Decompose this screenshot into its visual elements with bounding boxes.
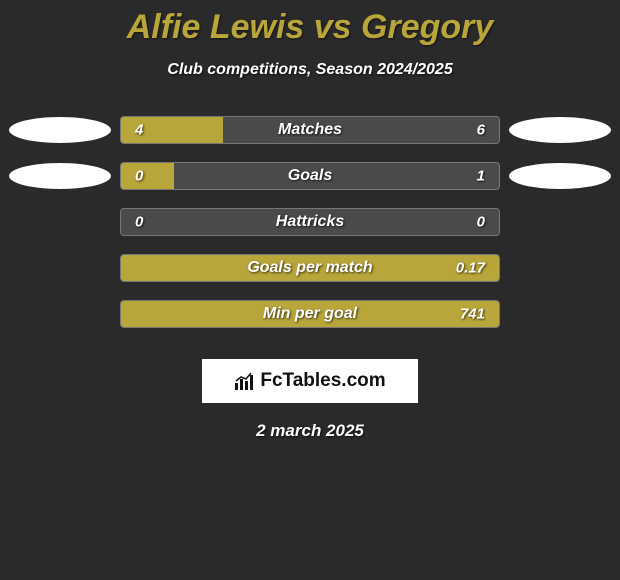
logo-box: FcTables.com bbox=[202, 359, 418, 403]
player-left-placeholder bbox=[0, 117, 120, 143]
stat-value-left: 0 bbox=[135, 168, 143, 185]
stat-row: 0 Goals 1 bbox=[0, 153, 620, 199]
stat-bar: Goals per match 0.17 bbox=[120, 254, 500, 282]
stat-row: Goals per match 0.17 bbox=[0, 245, 620, 291]
team-logo-placeholder bbox=[9, 163, 111, 189]
stat-row: Min per goal 741 bbox=[0, 291, 620, 337]
player-right-placeholder bbox=[500, 117, 620, 143]
team-logo-placeholder bbox=[509, 117, 611, 143]
stat-value-right: 6 bbox=[477, 122, 485, 139]
logo: FcTables.com bbox=[234, 370, 385, 392]
stat-value-right: 0 bbox=[477, 214, 485, 231]
stat-row: 4 Matches 6 bbox=[0, 107, 620, 153]
chart-icon bbox=[234, 371, 256, 391]
stat-value-left: 0 bbox=[135, 214, 143, 231]
stat-bar: Min per goal 741 bbox=[120, 300, 500, 328]
player-right-placeholder bbox=[500, 163, 620, 189]
stat-label: Goals per match bbox=[247, 259, 372, 277]
stats-container: 4 Matches 6 0 Goals 1 0 Hattricks 0 Goals per mat… bbox=[0, 107, 620, 337]
stat-label: Matches bbox=[278, 121, 342, 139]
team-logo-placeholder bbox=[509, 163, 611, 189]
team-logo-placeholder bbox=[9, 117, 111, 143]
fill-left bbox=[121, 163, 174, 189]
comparison-title: Alfie Lewis vs Gregory bbox=[0, 0, 620, 47]
stat-bar: 4 Matches 6 bbox=[120, 116, 500, 144]
stat-value-right: 1 bbox=[477, 168, 485, 185]
stat-bar: 0 Hattricks 0 bbox=[120, 208, 500, 236]
player-left-placeholder bbox=[0, 163, 120, 189]
stat-bar: 0 Goals 1 bbox=[120, 162, 500, 190]
stat-value-right: 741 bbox=[460, 306, 485, 323]
stat-value-right: 0.17 bbox=[456, 260, 485, 277]
stat-row: 0 Hattricks 0 bbox=[0, 199, 620, 245]
logo-label: FcTables.com bbox=[260, 370, 385, 392]
comparison-date: 2 march 2025 bbox=[0, 421, 620, 441]
stat-label: Min per goal bbox=[263, 305, 357, 323]
stat-label: Goals bbox=[288, 167, 332, 185]
comparison-subtitle: Club competitions, Season 2024/2025 bbox=[0, 61, 620, 79]
stat-value-left: 4 bbox=[135, 122, 143, 139]
stat-label: Hattricks bbox=[276, 213, 344, 231]
